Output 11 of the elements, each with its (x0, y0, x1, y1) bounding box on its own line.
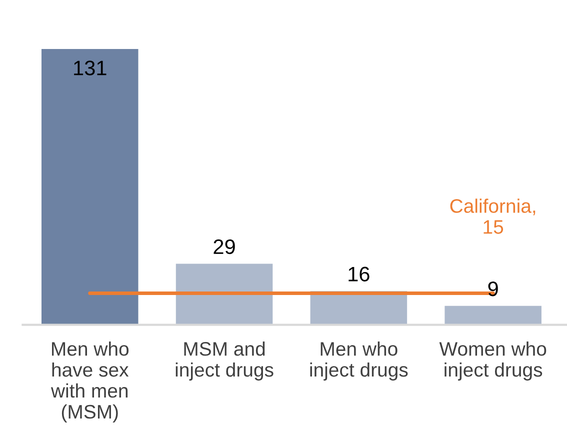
bar (176, 264, 273, 325)
bar (444, 306, 542, 325)
data-label: 16 (348, 266, 370, 282)
x-tick-label: Men who have sex with men (MSM) (50, 342, 129, 422)
x-tick-label: Women who inject drugs (439, 342, 546, 381)
bar (41, 48, 138, 325)
x-tick-label: MSM and inject drugs (176, 342, 274, 381)
data-label: 29 (214, 239, 235, 254)
x-tick-label: Men who inject drugs (310, 342, 408, 381)
data-label: California, 15 (450, 198, 536, 234)
data-label: 131 (74, 60, 106, 76)
